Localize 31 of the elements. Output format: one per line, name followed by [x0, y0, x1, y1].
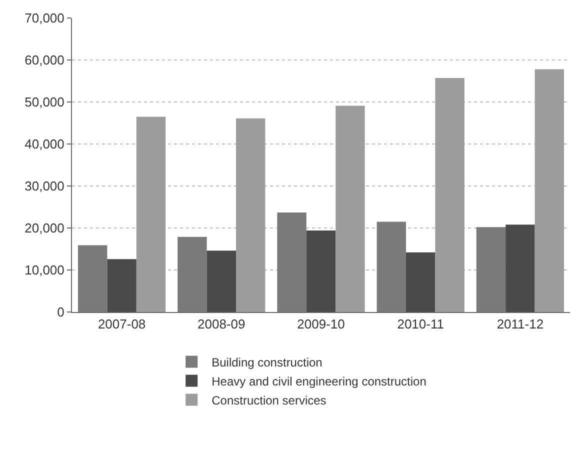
y-tick-label: 50,000	[24, 94, 64, 110]
bar	[534, 69, 564, 312]
y-tick-label: 0	[57, 304, 64, 320]
bar	[306, 230, 336, 312]
bar	[435, 78, 464, 312]
bar	[107, 259, 136, 312]
x-tick-label: 2008-09	[198, 316, 246, 332]
bar	[506, 224, 535, 312]
bar	[476, 227, 506, 312]
bar	[78, 245, 108, 312]
y-tick-label: 30,000	[24, 178, 64, 194]
x-tick-label: 2007-08	[98, 316, 146, 332]
bar	[236, 118, 266, 312]
y-tick-label: 10,000	[24, 262, 64, 278]
bar	[336, 106, 365, 312]
x-tick-label: 2011-12	[496, 316, 544, 332]
x-tick-label: 2009-10	[297, 316, 345, 332]
legend-label: Heavy and civil engineering construction	[212, 374, 426, 388]
x-tick-label: 2010-11	[397, 316, 444, 332]
bar	[277, 212, 306, 312]
bar	[376, 222, 406, 312]
legend-label: Construction services	[212, 393, 326, 408]
bar	[136, 116, 166, 312]
y-tick-label: 60,000	[24, 52, 64, 68]
y-tick-label: 20,000	[24, 220, 64, 236]
legend-label: Building construction	[212, 355, 322, 370]
y-tick-label: 40,000	[24, 136, 64, 152]
y-tick-label: 70,000	[24, 10, 64, 26]
bar	[406, 252, 436, 312]
bar	[206, 250, 236, 312]
bar	[178, 236, 207, 312]
